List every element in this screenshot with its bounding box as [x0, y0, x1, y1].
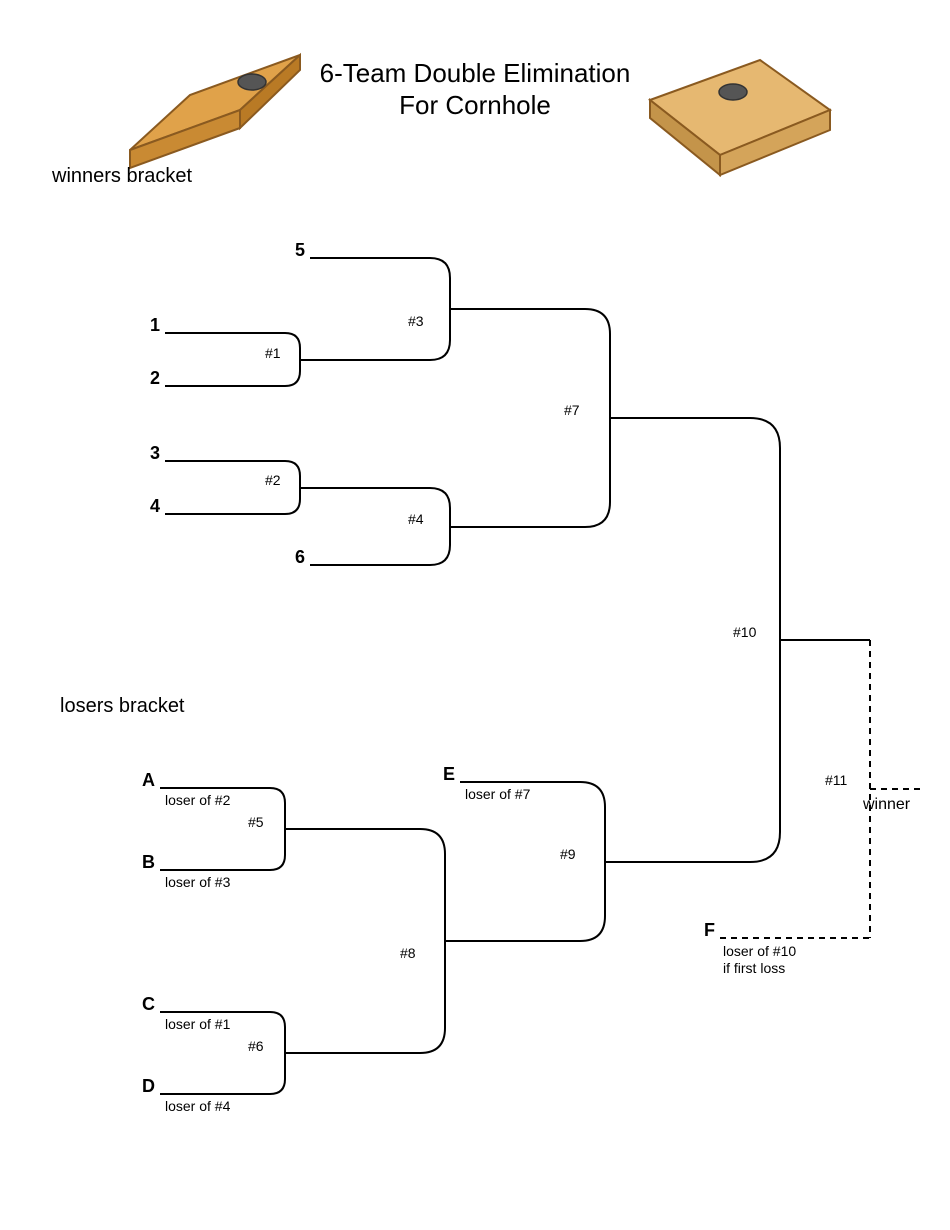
seed-3: 3: [130, 443, 160, 464]
seed-5: 5: [275, 240, 305, 261]
loser-seed-E: E: [425, 764, 455, 785]
loser-seed-B: B: [125, 852, 155, 873]
seed-6: 6: [275, 547, 305, 568]
bracket-lines: [0, 0, 950, 1230]
loser-seed-A: A: [125, 770, 155, 791]
game-4-label: #4: [408, 511, 424, 527]
seed-2: 2: [130, 368, 160, 389]
game-5-label: #5: [248, 814, 264, 830]
seed-1: 1: [130, 315, 160, 336]
game-10-label: #10: [733, 624, 756, 640]
game-7-label: #7: [564, 402, 580, 418]
drop-D: loser of #4: [165, 1098, 230, 1114]
game-2-label: #2: [265, 472, 281, 488]
game-11-label: #11: [825, 772, 847, 788]
game-3-label: #3: [408, 313, 424, 329]
game-8-label: #8: [400, 945, 416, 961]
drop-F-2: if first loss: [723, 960, 785, 976]
drop-B: loser of #3: [165, 874, 230, 890]
loser-seed-C: C: [125, 994, 155, 1015]
game-6-label: #6: [248, 1038, 264, 1054]
loser-seed-F: F: [685, 920, 715, 941]
bracket-page: 6-Team Double Elimination For Cornhole w…: [0, 0, 950, 1230]
drop-C: loser of #1: [165, 1016, 230, 1032]
game-9-label: #9: [560, 846, 576, 862]
drop-F-1: loser of #10: [723, 943, 796, 959]
loser-seed-D: D: [125, 1076, 155, 1097]
seed-4: 4: [130, 496, 160, 517]
drop-E: loser of #7: [465, 786, 530, 802]
winner-label: winner: [863, 796, 910, 814]
game-1-label: #1: [265, 345, 281, 361]
drop-A: loser of #2: [165, 792, 230, 808]
